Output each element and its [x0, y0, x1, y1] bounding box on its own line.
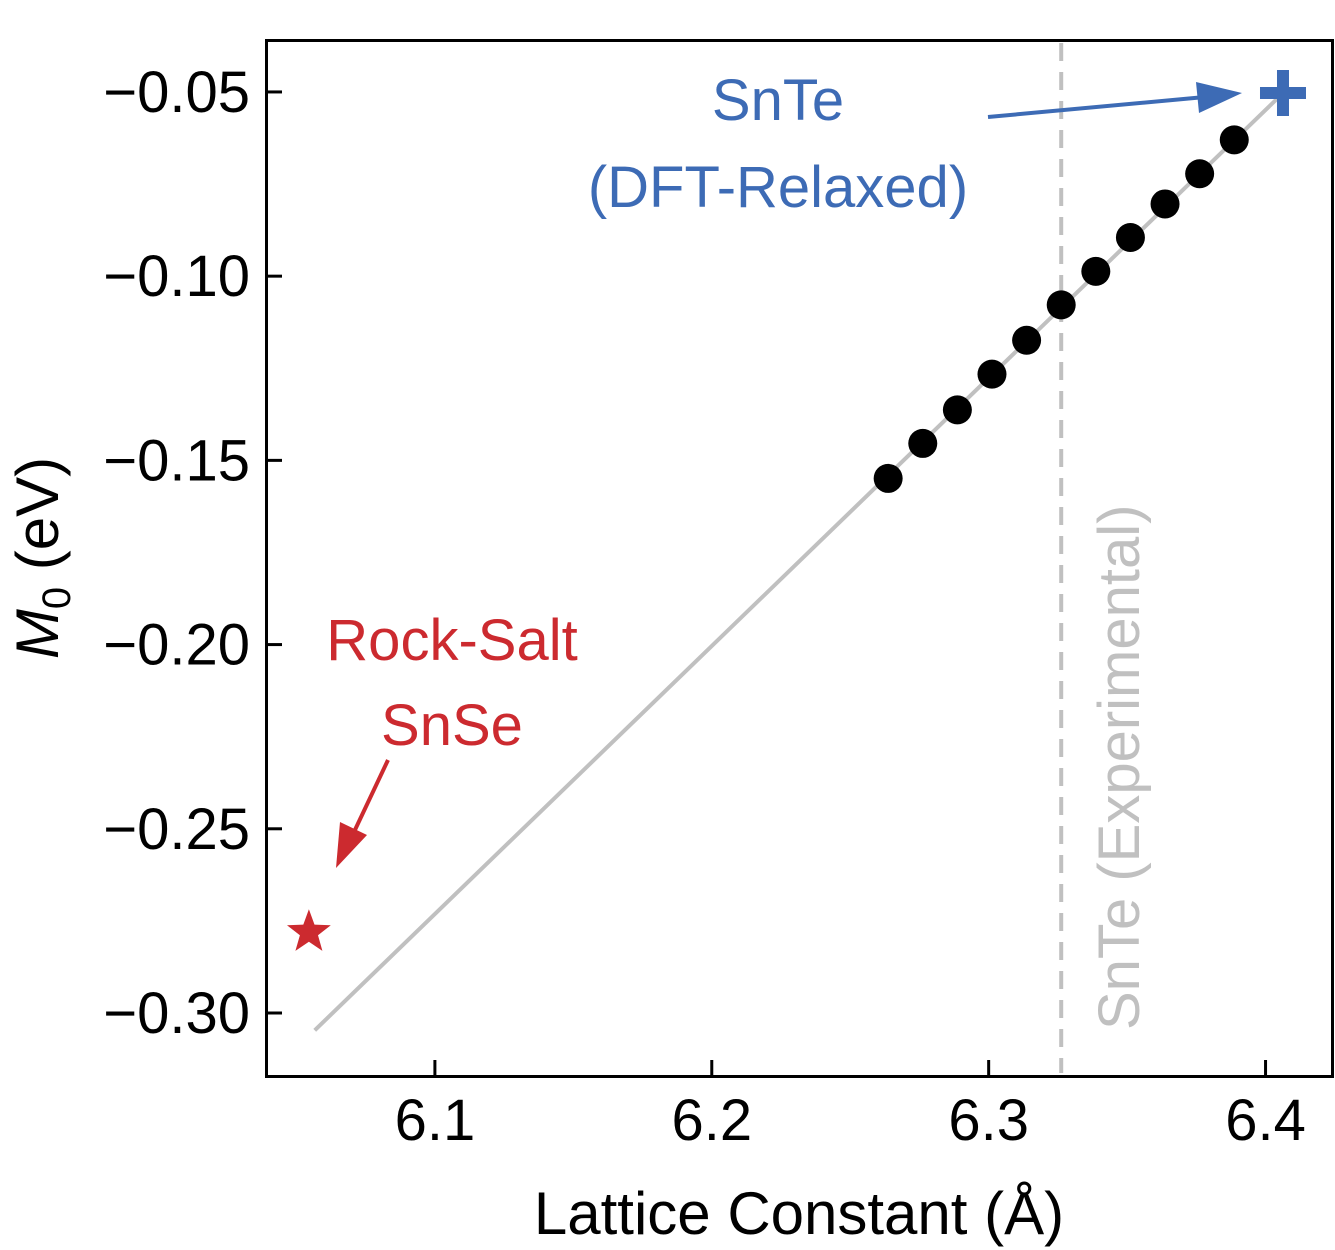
annotation-snte-line-2: (DFT-Relaxed)	[588, 155, 968, 220]
plot-frame	[265, 39, 1334, 1078]
annotation-snte-line-1: SnTe	[712, 68, 844, 133]
star-marker-snse	[287, 909, 331, 951]
y-tick-label: −0.05	[103, 60, 250, 125]
y-axis-title: M0 (eV)	[4, 457, 79, 659]
y-tick-label: −0.20	[103, 613, 250, 678]
data-point	[1012, 325, 1042, 355]
tick-labels: 6.1 6.2 6.3 6.4 −0.05 −0.10 −0.15 −0.20 −0.25 −0.…	[103, 60, 1306, 1153]
axes	[265, 39, 1334, 1078]
plus-marker-snte-dft	[1259, 70, 1306, 117]
annotation-snse-line-2: SnSe	[381, 693, 523, 758]
data-point	[1219, 125, 1249, 155]
y-tick-label: −0.25	[103, 797, 250, 862]
data-point	[873, 463, 903, 493]
ticks	[266, 90, 1268, 1076]
data-point	[1185, 159, 1215, 189]
data-point	[908, 428, 938, 458]
y-axis-unit: (eV)	[4, 457, 71, 587]
data-point	[1150, 189, 1180, 219]
x-tick-label: 6.1	[395, 1088, 476, 1153]
y-tick-label: −0.10	[103, 244, 250, 309]
data-point	[942, 395, 972, 425]
data-point	[1081, 256, 1111, 286]
y-axis-subscript: 0	[35, 587, 79, 609]
fit-line	[313, 91, 1285, 1032]
plot-area	[287, 43, 1306, 1073]
y-axis-symbol: M	[4, 609, 71, 659]
x-axis-title: Lattice Constant (Å)	[534, 1180, 1064, 1247]
reference-line-label: SnTe (Experimental)	[1087, 505, 1152, 1030]
data-point	[1115, 222, 1145, 252]
arrow-head-snte	[1196, 82, 1242, 113]
x-tick-label: 6.4	[1225, 1088, 1306, 1153]
y-tick-label: −0.15	[103, 428, 250, 493]
x-tick-label: 6.2	[671, 1088, 752, 1153]
data-point	[977, 359, 1007, 389]
data-point	[1046, 290, 1076, 320]
annotations: SnTe (Experimental) SnTe (DFT-Relaxed) Rock…	[326, 68, 1242, 1030]
annotation-snse-line-1: Rock-Salt	[326, 608, 577, 673]
x-tick-label: 6.3	[948, 1088, 1029, 1153]
arrow-shaft-snte	[987, 95, 1206, 119]
arrow-head-snse	[336, 822, 367, 868]
arrow-shaft-snse	[352, 759, 390, 833]
y-tick-label: −0.30	[103, 981, 250, 1046]
